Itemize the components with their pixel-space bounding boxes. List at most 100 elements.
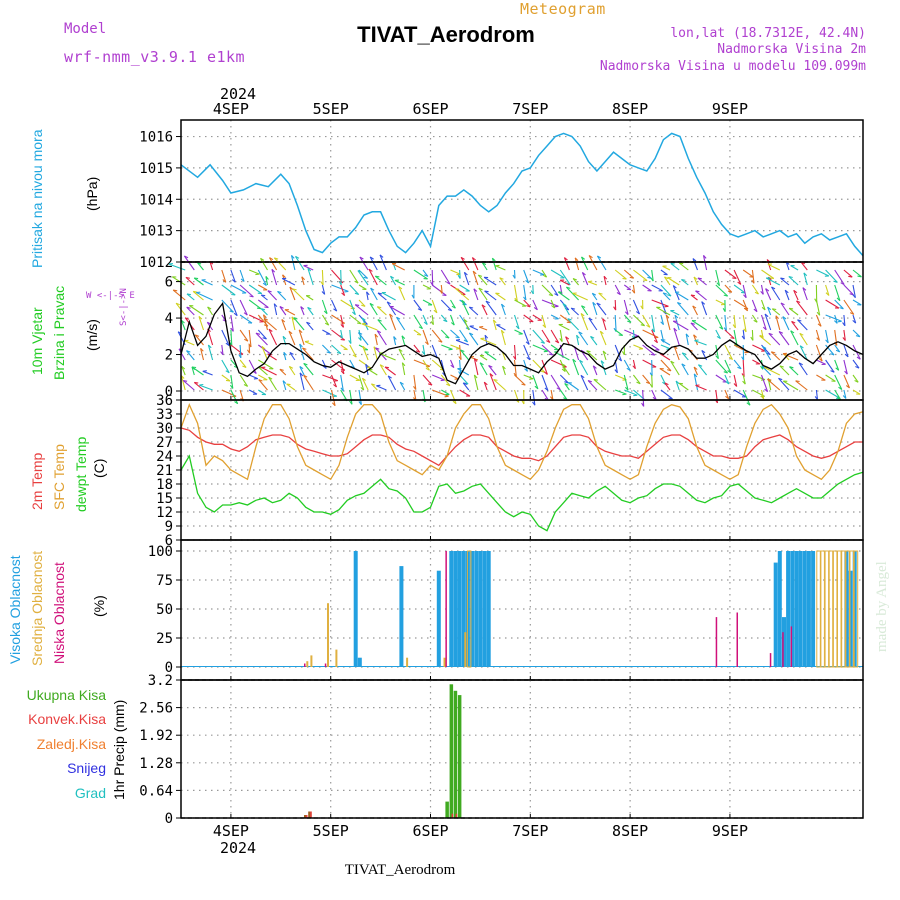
wind-arrow xyxy=(662,292,671,301)
wind-arrow xyxy=(665,314,671,331)
wind-arrowhead xyxy=(542,324,546,328)
wind-arrowhead xyxy=(243,312,248,316)
wind-arrow xyxy=(593,378,607,391)
wind-arrowhead xyxy=(593,378,598,381)
wind-arrow xyxy=(751,284,759,295)
model-label: Model xyxy=(64,21,106,37)
temp-tick-label: 30 xyxy=(156,421,173,437)
wind-arrow xyxy=(362,345,369,361)
wind-arrow xyxy=(615,389,627,395)
wind-label-2: Brzina i Pravac xyxy=(51,286,67,380)
wind-arrowhead xyxy=(796,300,801,304)
wind-arrow xyxy=(576,335,580,346)
wind-arrow xyxy=(541,299,559,307)
wind-arrow xyxy=(258,389,267,396)
wind-arrow xyxy=(767,263,781,271)
wind-arrowhead xyxy=(830,370,835,373)
wind-arrow xyxy=(248,269,260,275)
wind-arrow xyxy=(193,381,204,391)
wind-arrow xyxy=(715,284,729,297)
day-label-bottom: 8SEP xyxy=(612,822,648,840)
wind-arrow xyxy=(660,344,671,350)
wind-arrow xyxy=(230,299,238,316)
wind-arrow xyxy=(532,284,534,295)
wind-arrowhead xyxy=(835,349,840,353)
wind-arrow xyxy=(413,359,431,367)
wind-arrow xyxy=(541,359,548,375)
wind-label-1: 10m Vjetar xyxy=(29,307,45,375)
temp-tick-label: 9 xyxy=(165,519,173,535)
wind-arrow xyxy=(265,276,269,286)
wind-arrowhead xyxy=(741,291,746,294)
wind-arrowhead xyxy=(677,301,682,305)
wind-arrowhead xyxy=(701,349,706,354)
wind-arrow xyxy=(843,329,846,341)
wind-arrow xyxy=(273,303,278,316)
wind-arrow xyxy=(513,314,520,329)
wind-arrow xyxy=(473,288,479,301)
wind-vector-field xyxy=(168,254,862,407)
model-altitude-label: Nadmorska Visina u modelu 109.099m xyxy=(600,59,866,74)
wind-arrow xyxy=(239,269,245,282)
wind-arrow xyxy=(258,379,268,391)
wind-arrow xyxy=(614,299,617,311)
wind-arrowhead xyxy=(693,366,698,370)
precip-legend-conv: Konvek.Kisa xyxy=(28,711,106,727)
wind-arrowhead xyxy=(622,393,627,396)
wind-arrowhead xyxy=(618,358,622,362)
wind-arrowhead xyxy=(554,305,559,308)
wind-arrow xyxy=(468,306,479,316)
wind-arrow xyxy=(484,335,488,346)
wind-arrow xyxy=(257,329,267,340)
wind-arrow xyxy=(800,261,808,271)
wind-unit: (m/s) xyxy=(84,319,100,351)
mid-cloud-bar xyxy=(443,657,446,667)
wind-arrow xyxy=(340,314,345,328)
wind-tick-label: 6 xyxy=(165,275,173,291)
low-cloud-bar xyxy=(736,612,738,667)
wind-arrowhead xyxy=(291,316,296,321)
wind-arrow xyxy=(586,350,598,361)
wind-arrowhead xyxy=(473,358,478,362)
wind-arrow xyxy=(733,314,736,328)
wind-arrow xyxy=(550,284,559,296)
wind-arrowhead xyxy=(396,316,401,320)
wind-arrowhead xyxy=(460,349,465,353)
high-cloud-bar xyxy=(457,551,462,667)
wind-arrow xyxy=(559,279,570,286)
wind-arrowhead xyxy=(354,280,359,284)
wind-arrowhead xyxy=(759,335,764,338)
wind-arrow xyxy=(260,258,268,271)
wind-arrow xyxy=(788,276,799,286)
wind-arrow xyxy=(230,374,234,389)
cloud-unit: (%) xyxy=(91,595,107,617)
pressure-line xyxy=(180,132,864,257)
wind-arrow xyxy=(596,255,607,271)
wind-arrow xyxy=(561,363,570,376)
wind-arrow xyxy=(239,359,247,368)
wind-arrowhead xyxy=(463,318,468,323)
wind-arrow xyxy=(633,269,648,282)
wind-arrow xyxy=(374,333,378,346)
wind-arrow xyxy=(493,379,506,391)
wind-arrow xyxy=(180,320,186,331)
wind-arrow xyxy=(695,384,707,391)
wind-arrow xyxy=(550,374,561,391)
wind-arrow xyxy=(541,344,554,356)
wind-arrowhead xyxy=(303,374,308,378)
wind-arrowhead xyxy=(234,401,239,405)
wind-arrow xyxy=(673,328,680,346)
wind-arrow xyxy=(282,380,287,391)
wind-arrowhead xyxy=(825,292,830,296)
wind-arrowhead xyxy=(670,360,675,364)
wind-arrowhead xyxy=(798,362,803,366)
wind-arrowhead xyxy=(844,353,849,358)
wind-arrow xyxy=(295,256,305,271)
precip-panel: 0 0.64 1.28 1.92 2.56 3.2 xyxy=(139,673,864,827)
wind-arrow xyxy=(463,319,470,331)
wind-arrow xyxy=(532,329,546,344)
wind-arrow xyxy=(239,329,249,342)
wind-arrow xyxy=(784,290,790,301)
temp-label-2: SFC Temp xyxy=(51,444,67,510)
high-cloud-bar xyxy=(786,551,791,667)
